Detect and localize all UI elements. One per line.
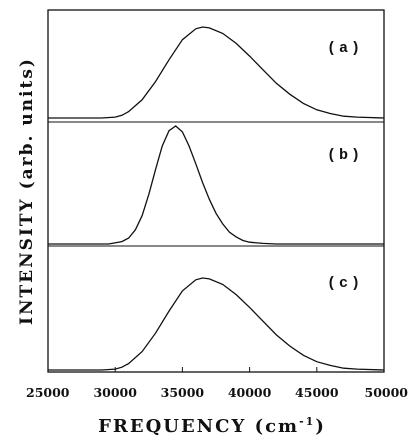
x-tick-label: 40000 — [228, 385, 272, 400]
x-tick-label: 50000 — [365, 385, 409, 400]
panel-label-a: (a) — [327, 40, 363, 57]
panel-label-c: (c) — [327, 275, 363, 292]
x-ticks-layer — [47, 367, 385, 372]
curve-panel-b — [48, 125, 384, 245]
x-tick-label: 25000 — [26, 385, 70, 400]
panel-label-b: (b) — [327, 147, 363, 164]
curve-panel-a — [48, 26, 385, 119]
curve-panel-c — [48, 277, 385, 371]
x-tick-label: 45000 — [295, 385, 339, 400]
x-tick-label: 35000 — [161, 385, 205, 400]
x-axis-label: FREQUENCY (cm-1) — [98, 415, 326, 437]
y-axis-label: INTENSITY (arb. units) — [17, 57, 37, 325]
curves-layer — [48, 26, 385, 371]
x-tick-labels-layer: 25000 30000 35000 40000 45000 50000 — [26, 385, 408, 400]
plot-frame — [47, 9, 385, 373]
x-tick-label: 30000 — [93, 385, 137, 400]
panel-labels-layer: (a) (b) (c) — [327, 40, 363, 292]
